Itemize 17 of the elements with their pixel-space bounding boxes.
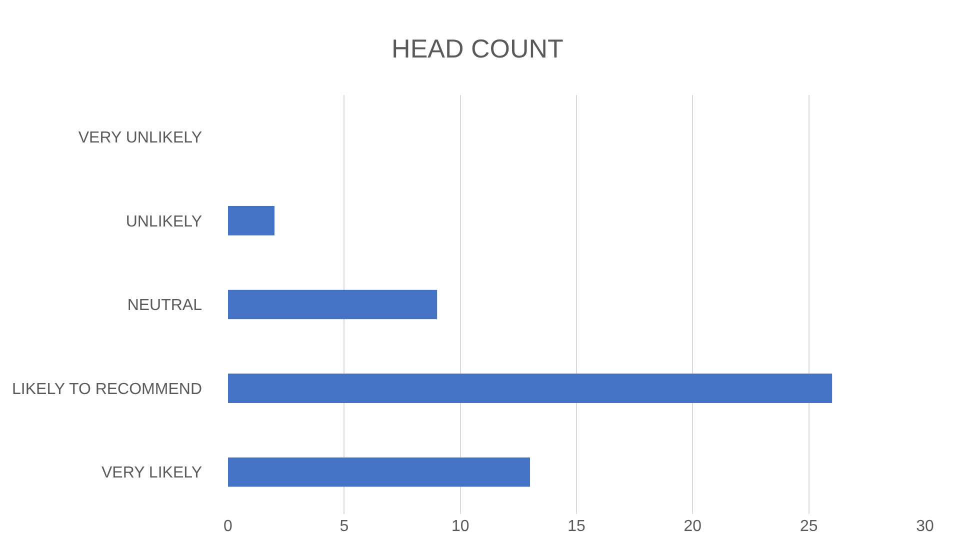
- x-tick-label: 0: [224, 518, 233, 535]
- chart-title: HEAD COUNT: [392, 33, 564, 64]
- x-tick-label: 25: [800, 518, 818, 535]
- y-tick-label: VERY UNLIKELY: [78, 130, 202, 146]
- y-tick-label: NEUTRAL: [127, 297, 202, 314]
- bar: [228, 374, 832, 403]
- bar: [228, 290, 438, 320]
- bar: [228, 206, 274, 236]
- x-tick-label: 10: [451, 518, 470, 535]
- y-tick-label: VERY LIKELY: [101, 464, 202, 482]
- x-tick-label: 5: [340, 518, 349, 535]
- bar: [228, 457, 530, 487]
- x-tick-label: 20: [684, 518, 702, 535]
- x-tick-label: 15: [568, 518, 586, 535]
- y-tick-label: LIKELY TO RECOMMEND: [12, 380, 202, 398]
- y-tick-label: UNLIKELY: [126, 213, 202, 230]
- x-tick-label: 30: [916, 518, 934, 535]
